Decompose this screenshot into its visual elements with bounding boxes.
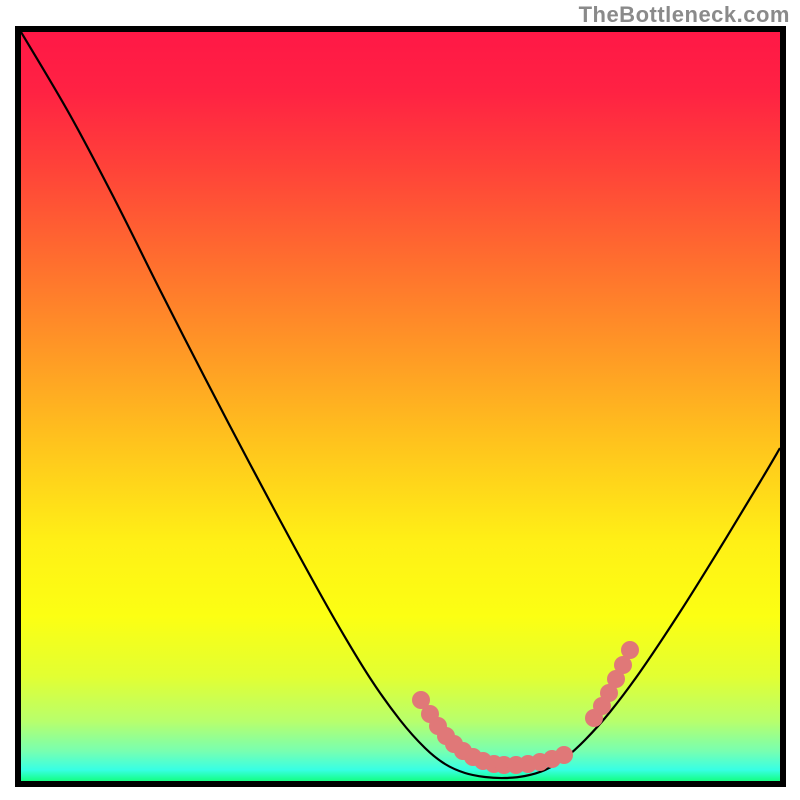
marker-right: [621, 641, 639, 659]
chart-frame: TheBottleneck.com: [0, 0, 800, 800]
marker-valley: [555, 746, 573, 764]
watermark-text: TheBottleneck.com: [579, 2, 790, 28]
bottleneck-curve-chart: [0, 0, 800, 800]
plot-background: [21, 32, 780, 781]
